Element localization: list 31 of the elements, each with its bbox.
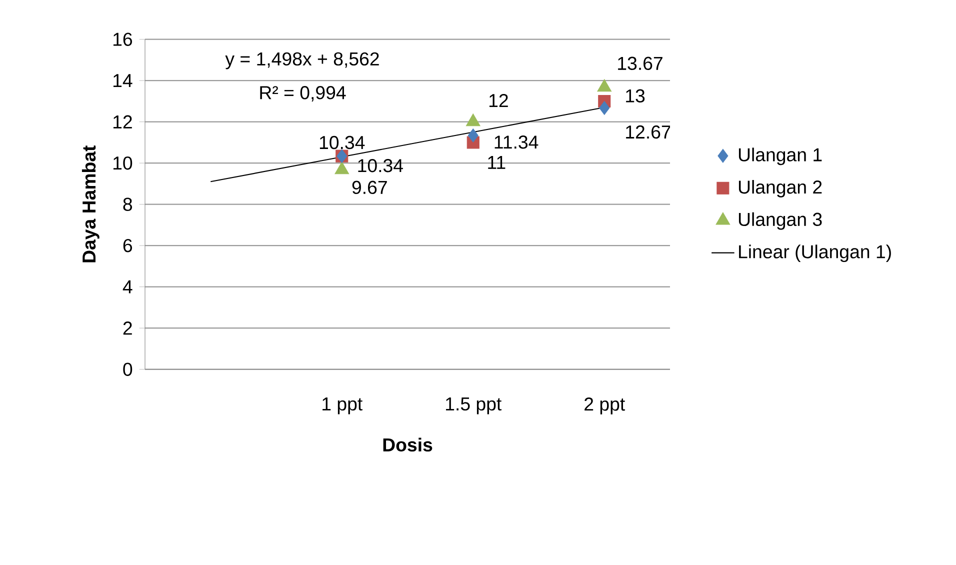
data-label: 13.67 (618, 56, 662, 70)
legend-label: Linear (Ulangan 1) (739, 244, 891, 262)
y-tick-label: 2 (123, 321, 132, 334)
point (599, 100, 610, 115)
y-tick-label: 12 (113, 115, 132, 128)
legend-label: Ulangan 3 (738, 212, 822, 230)
y-tick-label: 0 (123, 362, 132, 376)
point (468, 128, 478, 142)
legend-label: Ulangan 1 (738, 148, 822, 165)
y-tick-label: 4 (122, 280, 132, 294)
y-tick-label: 16 (113, 32, 132, 46)
data-label: 11 (488, 156, 506, 169)
data-label: 9.67 (352, 180, 387, 194)
x-axis-title: Dosis (383, 438, 432, 452)
y-axis-title: Daya Hambat (82, 145, 100, 262)
data-label: 12.67 (626, 125, 670, 138)
y-tick-label: 14 (113, 74, 132, 87)
annotation: R² = 0,994 (260, 86, 346, 102)
x-tick-label: 1 ppt (322, 397, 362, 414)
data-label: 10.34 (320, 136, 365, 149)
y-tick-label: 6 (123, 238, 132, 252)
data-label: 12 (489, 94, 508, 107)
y-tick-label: 10 (113, 156, 132, 170)
data-label: 11.34 (494, 135, 538, 149)
data-label: 10.34 (358, 158, 403, 172)
data-label: 13 (626, 89, 645, 102)
x-tick-label: 1.5 ppt (446, 397, 502, 414)
annotation: y = 1,498x + 8,562 (225, 52, 379, 70)
x-tick-label: 2 ppt (584, 397, 625, 414)
y-tick-label: 8 (123, 198, 132, 211)
legend-label: Ulangan 2 (738, 180, 822, 198)
